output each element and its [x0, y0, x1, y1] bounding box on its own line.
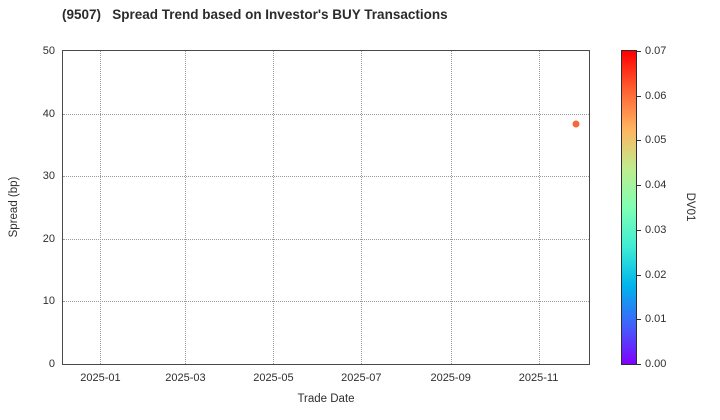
colorbar-tick — [636, 274, 641, 276]
x-gridline — [185, 51, 187, 364]
x-gridline — [273, 51, 275, 364]
colorbar-tick-label: 0.07 — [645, 45, 667, 57]
y-tick-label: 30 — [42, 170, 55, 183]
x-gridline — [361, 51, 363, 364]
y-tick-label: 0 — [48, 358, 55, 370]
colorbar-tick-label: 0.06 — [645, 89, 667, 102]
colorbar-tick-label: 0.05 — [645, 134, 667, 147]
y-tick-label: 10 — [42, 295, 55, 308]
y-tick-label: 20 — [42, 232, 55, 245]
colorbar-tick — [636, 319, 641, 321]
y-tick-label: 40 — [42, 107, 55, 120]
x-tick-label: 2025-09 — [430, 372, 471, 384]
x-gridline — [538, 51, 540, 364]
data-point — [572, 120, 580, 128]
colorbar-tick-label: 0.03 — [645, 223, 667, 236]
chart-title: (9507) Spread Trend based on Investor's … — [62, 7, 448, 22]
x-axis-label: Trade Date — [297, 393, 355, 405]
x-tick-label: 2025-11 — [518, 372, 559, 384]
colorbar-gradient: 0.00 0.01 0.02 0.03 0.04 0.05 0.06 0.07 — [621, 45, 666, 370]
colorbar-label: DV01 — [684, 192, 696, 222]
x-tick-label: 2025-01 — [80, 372, 121, 384]
colorbar-tick — [636, 364, 641, 365]
colorbar-tick-label: 0.00 — [645, 358, 667, 370]
plot-area: 0 10 20 30 40 50 2025-01 2025-03 2025-05 2025-07 2… — [43, 45, 590, 384]
x-tick-label: 2025-05 — [253, 372, 294, 384]
x-tick-label: 2025-03 — [165, 372, 206, 384]
colorbar-tick — [636, 95, 641, 97]
colorbar-tick — [636, 185, 641, 187]
y-gridline — [63, 176, 589, 178]
x-tick-label: 2025-07 — [341, 372, 382, 384]
y-gridline — [63, 113, 589, 115]
colorbar-tick — [636, 229, 641, 231]
y-gridline — [63, 238, 589, 240]
colorbar-tick — [636, 140, 641, 142]
x-gridline — [100, 51, 102, 364]
y-tick-label: 50 — [42, 45, 55, 57]
y-axis-label: Spread (bp) — [8, 176, 20, 238]
colorbar-tick-label: 0.01 — [645, 313, 667, 326]
x-gridline — [450, 51, 452, 364]
y-gridline — [63, 301, 589, 303]
colorbar-tick-label: 0.02 — [645, 268, 667, 281]
colorbar-tick-label: 0.04 — [645, 179, 667, 192]
colorbar-tick — [636, 51, 641, 52]
